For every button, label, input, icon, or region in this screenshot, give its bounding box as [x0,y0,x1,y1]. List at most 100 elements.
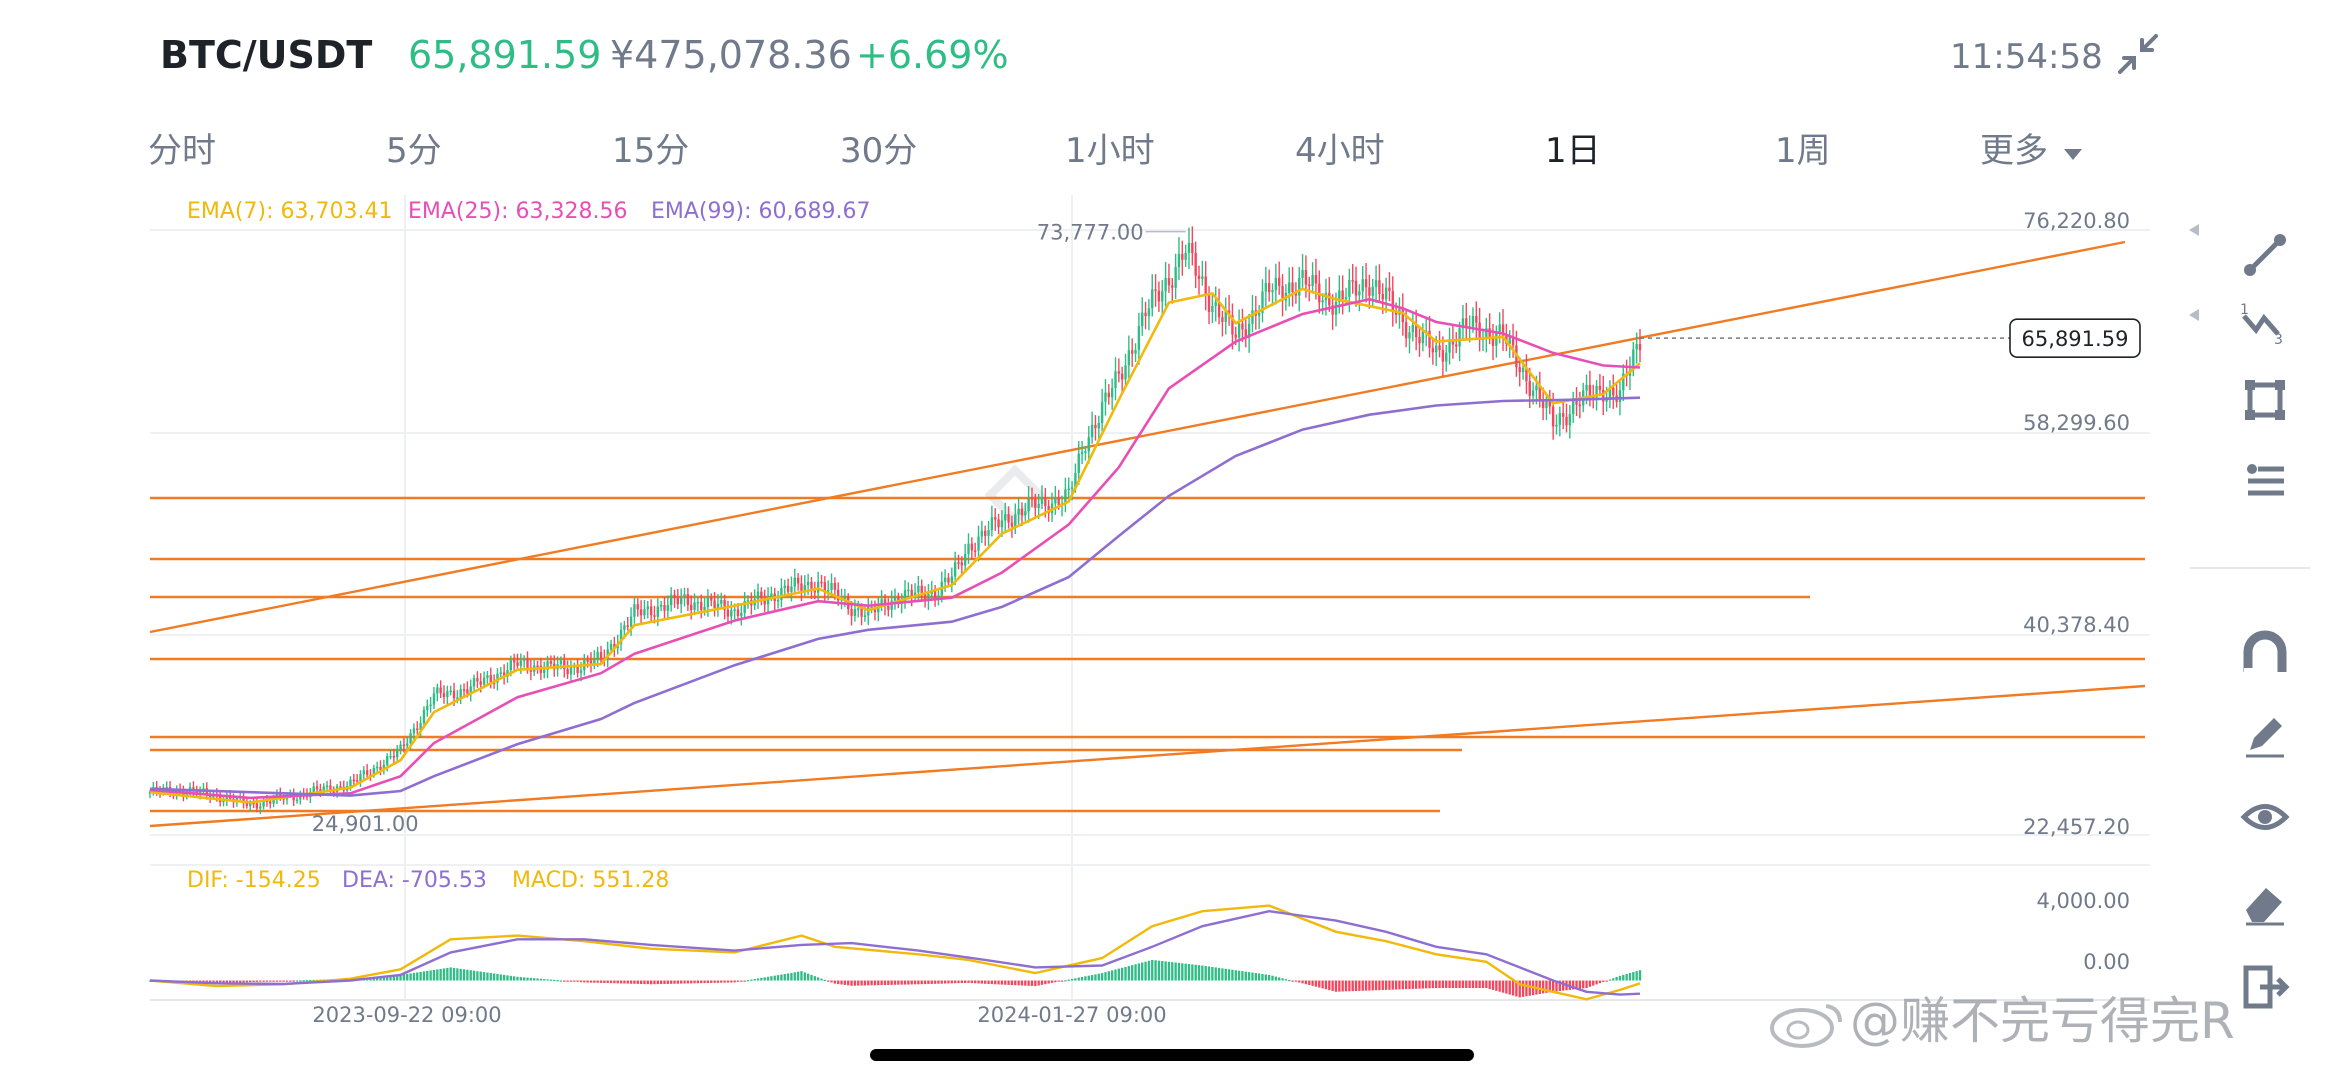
candle-body [623,625,626,630]
pair-symbol[interactable]: BTC/USDT [160,33,373,77]
macd-bar [773,975,776,981]
collapse-tool-arrow-icon[interactable] [2185,305,2205,325]
macd-bar [984,980,987,984]
macd-bar [1221,968,1224,981]
macd-bar [1114,969,1117,981]
tab-5[interactable]: 4小时 [1295,128,1385,174]
candle-body [416,728,419,730]
macd-bar [559,980,563,982]
exit-icon[interactable] [2240,962,2290,1012]
macd-bar [1384,980,1388,990]
candle-body [816,581,820,593]
candle-body [1157,290,1161,302]
macd-bar [1027,980,1030,986]
macd-bar [1612,978,1615,981]
macd-bar [1080,976,1084,981]
macd-bar [1134,964,1137,981]
macd-bar [1538,980,1541,995]
candle-body [546,661,549,670]
magnet-icon[interactable] [2240,628,2290,678]
macd-bar [1308,980,1311,986]
candle-body [1107,392,1111,398]
header: BTC/USDT 65,891.59 ¥475,078.36 +6.69% 11… [0,0,2341,120]
candle-body [482,677,486,685]
macd-bar [466,969,469,981]
tab-6[interactable]: 1日 [1545,128,1601,174]
rectangle-tool-icon[interactable] [2240,375,2290,425]
candle-body [1277,277,1281,286]
pencil-icon[interactable] [2240,710,2290,760]
macd-bar [1438,980,1441,989]
macd-bar [633,980,636,984]
fibonacci-tool-icon[interactable]: 31 [2240,300,2290,350]
eraser-icon[interactable] [2240,878,2290,928]
tab-label: 1小时 [1065,131,1155,171]
candle-body [1040,497,1044,504]
candle-body [165,787,168,789]
macd-bar [1445,980,1448,989]
candle-body [563,660,566,670]
macd-bar [272,980,275,982]
candle-body [830,582,833,591]
macd-bar [786,973,790,981]
macd-bar [980,980,984,984]
macd-bar [1608,979,1612,981]
candle-body [262,800,265,807]
candle-body [666,605,670,611]
tab-0[interactable]: 分时 [148,128,216,174]
macd-bar [760,977,763,981]
candle-body [1632,349,1635,370]
candle-body [1181,253,1184,260]
macd-bar [676,980,680,984]
macd-bar [1632,972,1635,981]
macd-bar [1371,980,1374,991]
collapse-tool-arrow-icon[interactable] [2185,220,2205,240]
macd-bar [1268,974,1271,981]
candle-body [1007,514,1010,523]
candle-body [1431,347,1435,353]
candle-body [756,591,760,600]
tab-4[interactable]: 1小时 [1065,128,1155,174]
macd-bar [813,976,816,981]
tab-2[interactable]: 15分 [612,128,689,174]
candle-body [1184,252,1187,260]
macd-bar [646,980,649,985]
macd-bar [1572,980,1575,990]
candle-body [1508,337,1511,344]
tab-1[interactable]: 5分 [386,128,442,174]
tab-3[interactable]: 30分 [840,128,917,174]
macd-bar [803,972,806,981]
interval-tabs: 分时 5分 15分 30分 1小时 4小时 1日 1周 更多 [0,128,2200,178]
candle-body [1408,332,1411,339]
candle-body [736,609,740,617]
collapse-arrows-icon[interactable] [2116,32,2160,76]
home-indicator[interactable] [870,1049,1474,1061]
macd-bar [963,980,967,983]
text-lines-tool-icon[interactable] [2240,455,2290,505]
tab-8[interactable]: 更多 [1980,128,2084,174]
macd-bar [1131,965,1134,981]
macd-bar [379,976,382,981]
macd-bar [810,974,813,981]
candle-body [907,589,910,592]
macd-bar [1227,969,1231,981]
macd-bar [1364,980,1368,991]
tab-7[interactable]: 1周 [1775,128,1831,174]
candle-body [1194,252,1197,276]
candle-body [636,604,639,610]
candle-body [790,586,793,592]
macd-bar [626,980,629,984]
macd-bar [419,971,422,981]
candle-body [1267,283,1271,293]
macd-bar [1244,971,1247,981]
candle-body [720,600,723,604]
trendline-tool-icon[interactable] [2240,230,2290,280]
candle-body [890,600,893,610]
candle-body [820,581,823,584]
candle-body [1214,302,1217,306]
macd-bar [927,980,930,984]
eye-icon[interactable] [2240,792,2290,842]
candle-body [315,786,319,790]
macd-bar [259,980,262,982]
